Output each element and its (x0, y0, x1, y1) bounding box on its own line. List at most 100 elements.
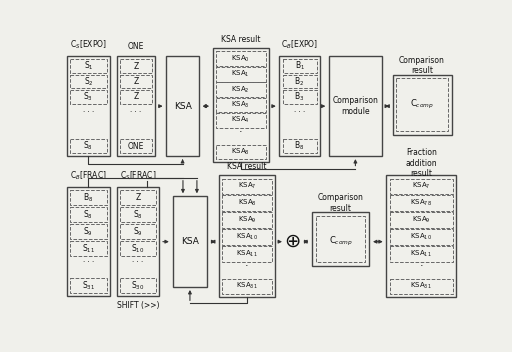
Bar (283, 59, 316, 73)
Text: S$_8$: S$_8$ (83, 208, 93, 221)
Bar (70, 224, 106, 239)
Bar (390, 246, 453, 262)
Bar (166, 56, 199, 156)
Bar (222, 212, 272, 228)
Text: B$_1$: B$_1$ (294, 60, 305, 73)
Text: Comparison
result: Comparison result (399, 56, 445, 75)
Text: B$_8$: B$_8$ (294, 140, 305, 152)
Text: C$_S$[FRAC]: C$_S$[FRAC] (120, 170, 156, 182)
Text: KSA$_9$: KSA$_9$ (238, 215, 256, 225)
Bar (120, 139, 153, 153)
Bar (120, 90, 153, 104)
Text: · · ·: · · · (294, 108, 305, 114)
Text: KSA$_7$: KSA$_7$ (412, 181, 431, 191)
Bar (387, 175, 456, 297)
Text: Comparison
result: Comparison result (318, 194, 364, 213)
Bar (120, 224, 156, 239)
Text: ONE: ONE (128, 43, 144, 51)
Bar (70, 90, 106, 104)
Text: C$_{comp}$: C$_{comp}$ (329, 235, 353, 248)
Text: · · ·: · · · (133, 259, 144, 265)
Bar (117, 56, 156, 156)
Bar (396, 78, 447, 131)
Text: KSA$_{11}$: KSA$_{11}$ (411, 249, 432, 259)
Bar (222, 178, 272, 194)
Text: S$_9$: S$_9$ (83, 225, 93, 238)
Bar (283, 75, 316, 88)
Text: KSA: KSA (181, 237, 199, 246)
Bar (390, 212, 453, 228)
Bar (280, 56, 320, 156)
Bar (70, 241, 106, 256)
Bar (216, 113, 266, 128)
Text: · · ·: · · · (131, 108, 142, 114)
Bar (117, 187, 159, 296)
Text: KSA$_7$: KSA$_7$ (238, 181, 256, 191)
Text: KSA$_0$: KSA$_0$ (231, 54, 250, 64)
Text: KSA$_{11}$: KSA$_{11}$ (236, 249, 258, 259)
Text: C$_S$[EXPO]: C$_S$[EXPO] (70, 39, 107, 51)
Bar (70, 75, 106, 88)
Text: C$_{comp}$: C$_{comp}$ (410, 98, 434, 111)
Text: KSA$_1$: KSA$_1$ (231, 69, 250, 79)
Text: $\oplus$: $\oplus$ (284, 232, 301, 251)
Bar (222, 246, 272, 262)
Text: ·: · (245, 261, 249, 271)
Text: KSA$_3$: KSA$_3$ (231, 100, 250, 110)
Bar (70, 278, 106, 293)
Text: Comparison
module: Comparison module (332, 96, 378, 116)
Bar (70, 139, 106, 153)
Bar (390, 178, 453, 194)
Bar (283, 139, 316, 153)
Text: B$_2$: B$_2$ (294, 75, 305, 88)
Bar (222, 230, 272, 245)
Text: KSA$_{10}$: KSA$_{10}$ (236, 232, 258, 242)
Text: KSA result: KSA result (227, 162, 267, 171)
Bar (120, 59, 153, 73)
Text: B$_8$: B$_8$ (83, 191, 94, 204)
Bar (70, 59, 106, 73)
Bar (219, 175, 275, 297)
Bar (283, 90, 316, 104)
Bar (213, 49, 269, 162)
Bar (390, 279, 453, 294)
Text: KSA$_8$: KSA$_8$ (231, 147, 250, 157)
Bar (390, 230, 453, 245)
Bar (316, 216, 366, 263)
Text: S$_1$: S$_1$ (83, 60, 93, 73)
Bar (329, 56, 382, 156)
Bar (120, 241, 156, 256)
Bar (216, 98, 266, 112)
Bar (216, 51, 266, 66)
Text: Z: Z (134, 77, 139, 86)
Text: S$_9$: S$_9$ (133, 225, 143, 238)
Text: KSA$_8$: KSA$_8$ (238, 198, 257, 208)
Bar (216, 67, 266, 82)
Bar (70, 190, 106, 206)
Text: Z: Z (135, 193, 141, 202)
Text: KSA$_{31}$: KSA$_{31}$ (411, 281, 432, 291)
Text: S$_{11}$: S$_{11}$ (82, 242, 95, 255)
Text: ·: · (239, 127, 243, 137)
Text: · · ·: · · · (83, 108, 94, 114)
Text: B$_3$: B$_3$ (294, 91, 305, 103)
Bar (120, 190, 156, 206)
Text: S$_{31}$: S$_{31}$ (82, 279, 95, 292)
Text: SHIFT (>>): SHIFT (>>) (117, 301, 159, 310)
Bar (390, 195, 453, 211)
Text: ONE: ONE (128, 142, 144, 151)
Bar (222, 279, 272, 294)
Text: C$_B$[EXPO]: C$_B$[EXPO] (281, 39, 318, 51)
Text: S$_2$: S$_2$ (83, 75, 93, 88)
Text: KSA$_4$: KSA$_4$ (231, 115, 250, 126)
Text: KSA$_{78}$: KSA$_{78}$ (410, 198, 432, 208)
Text: S$_{10}$: S$_{10}$ (131, 242, 145, 255)
Bar (393, 75, 452, 134)
Bar (312, 212, 369, 266)
Bar (216, 82, 266, 97)
Bar (67, 187, 110, 296)
Bar (216, 145, 266, 159)
Text: Z: Z (134, 93, 139, 101)
Bar (120, 75, 153, 88)
Text: ·: · (419, 261, 423, 271)
